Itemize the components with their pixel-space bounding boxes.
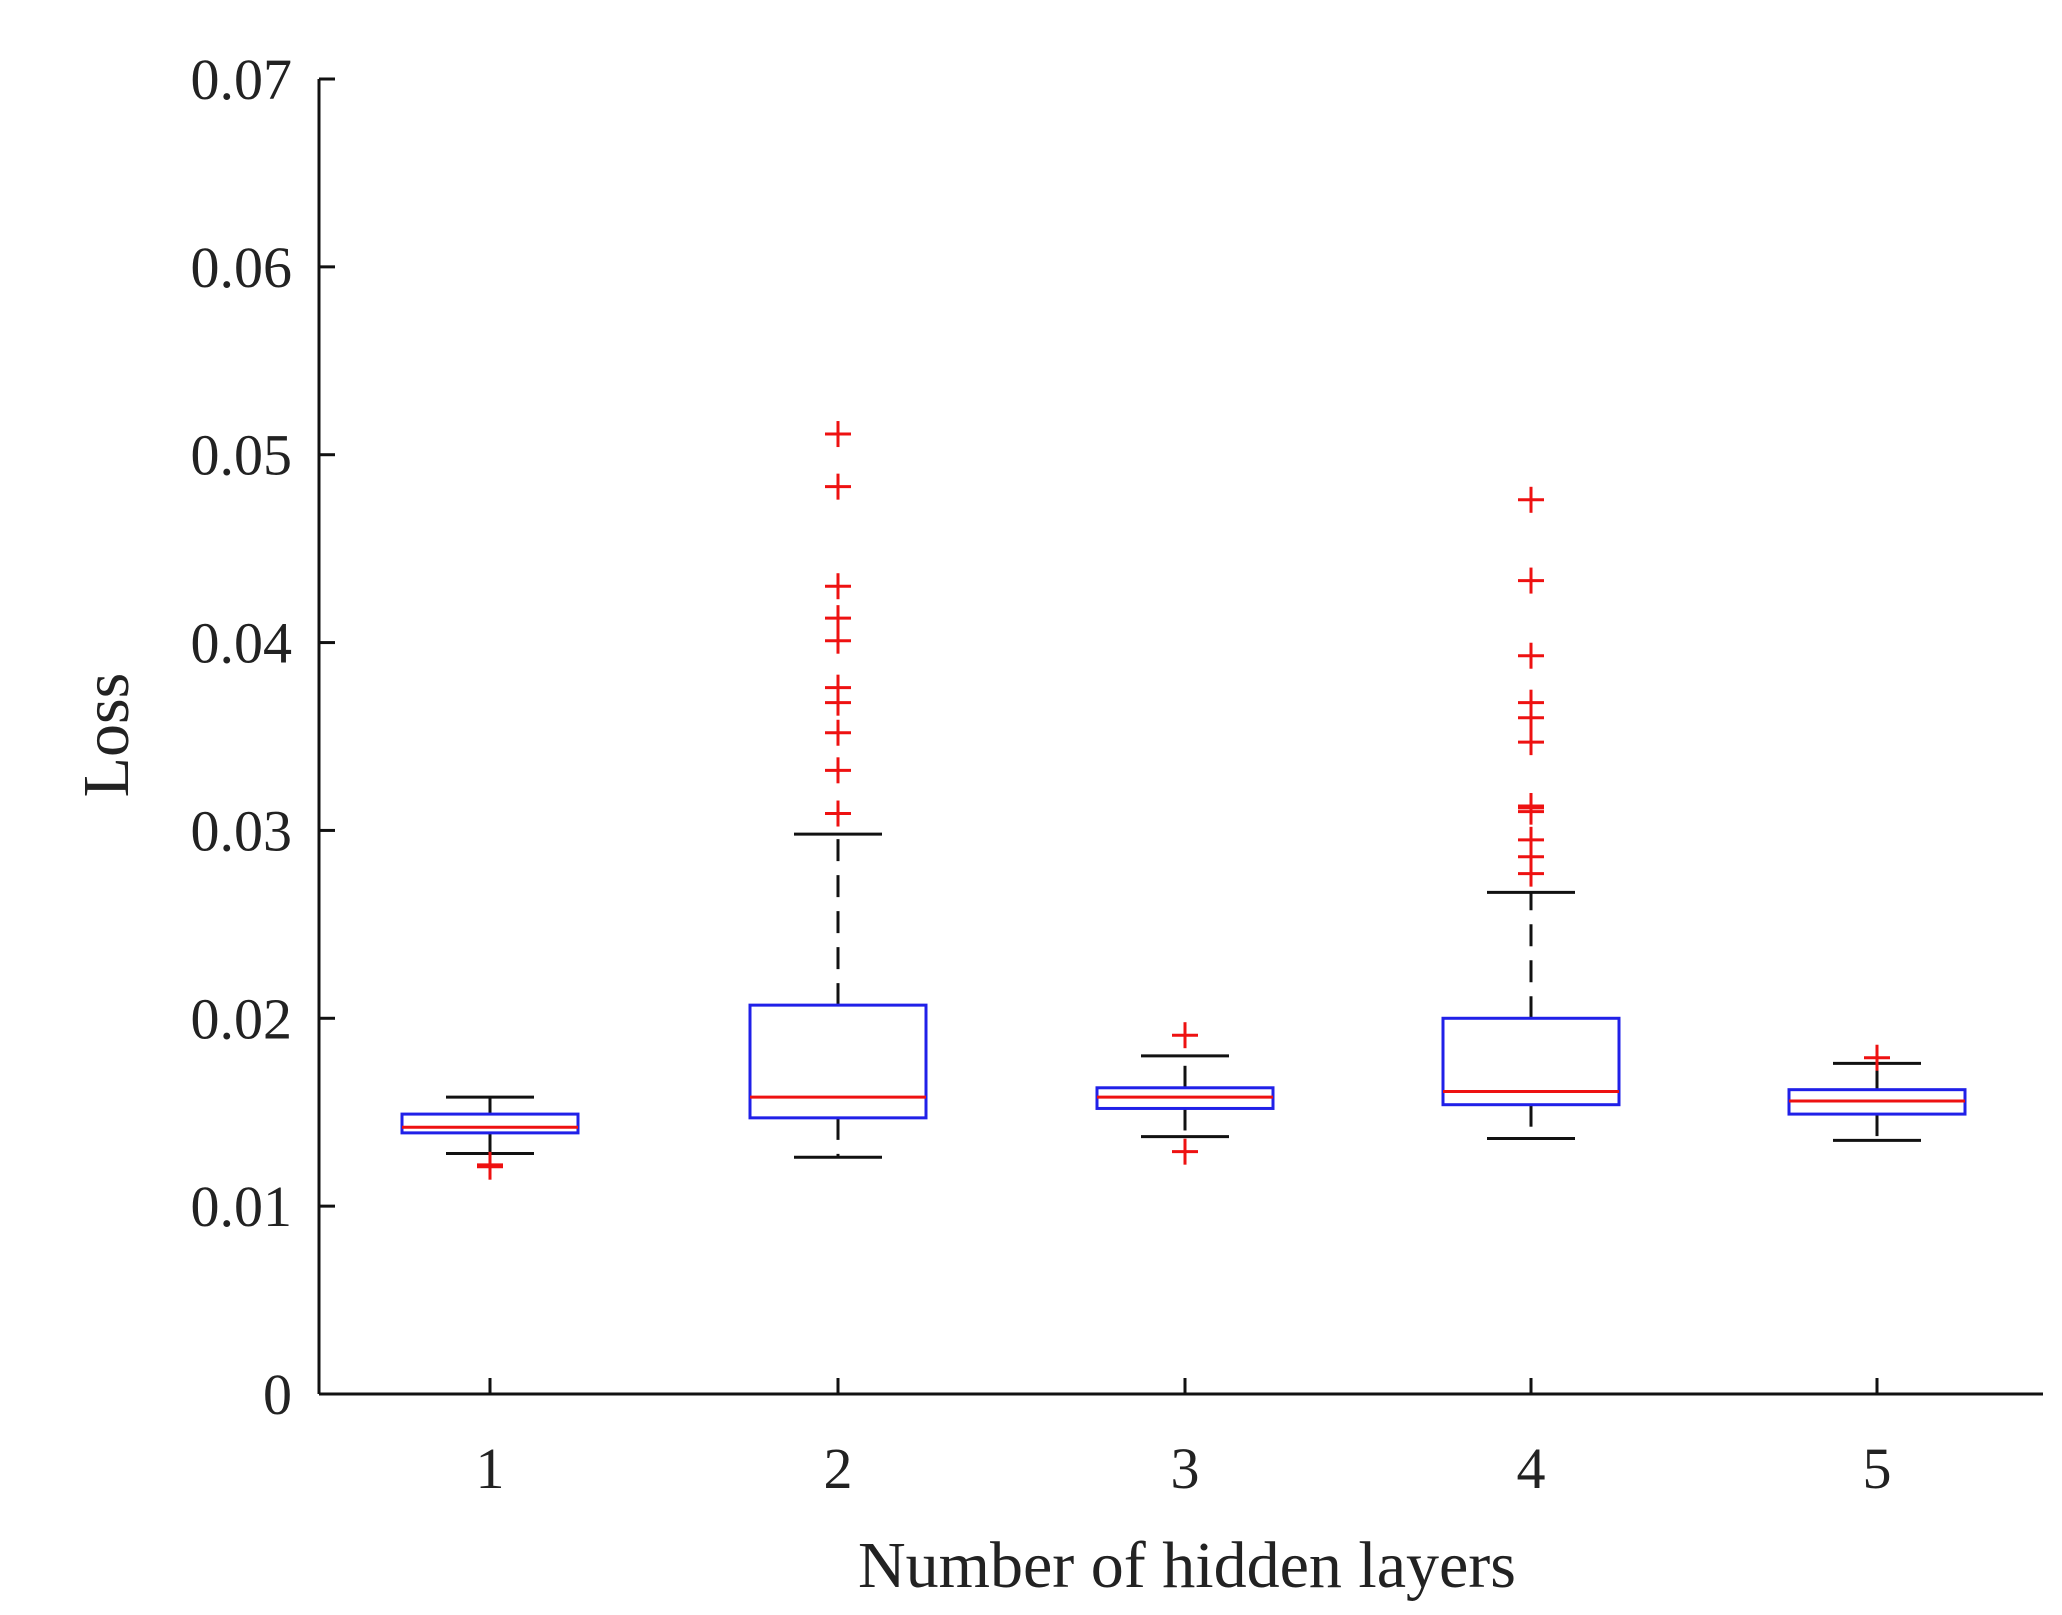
outlier-3-0: [1172, 1138, 1198, 1165]
outlier-2-0: [825, 800, 851, 827]
outlier-4-5: [1518, 793, 1544, 820]
y-axis-label: Loss: [70, 673, 143, 798]
box-2: [748, 1003, 928, 1120]
outlier-4-8: [1518, 689, 1544, 716]
outlier-2-4: [825, 674, 851, 701]
box-1: [400, 1112, 580, 1135]
outlier-4-6: [1518, 729, 1544, 756]
x-tick-label-1: 2: [824, 1436, 853, 1501]
y-tick-label-6: 0.06: [191, 235, 293, 300]
box-group-1: [400, 1095, 580, 1180]
outlier-3-1: [1172, 1022, 1198, 1049]
y-tick-label-3: 0.03: [191, 798, 293, 863]
outlier-2-8: [825, 473, 851, 500]
outlier-4-10: [1518, 567, 1544, 594]
boxes: [400, 421, 1967, 1180]
outlier-4-2: [1518, 826, 1544, 853]
x-tick-label-2: 3: [1171, 1436, 1200, 1501]
box-group-3: [1095, 1022, 1275, 1165]
x-tick-label-3: 4: [1517, 1436, 1546, 1501]
outlier-4-11: [1518, 486, 1544, 513]
y-tick-label-7: 0.07: [191, 47, 293, 112]
y-tick-label-0: 0: [263, 1362, 292, 1427]
outlier-4-9: [1518, 642, 1544, 669]
y-tick-label-4: 0.04: [191, 611, 293, 676]
y-tick-label-5: 0.05: [191, 423, 293, 488]
outlier-2-1: [825, 757, 851, 784]
y-tick-label-1: 0.01: [191, 1174, 293, 1239]
box-4: [1441, 1016, 1621, 1107]
box-group-2: [748, 421, 928, 1159]
x-tick-label-4: 5: [1863, 1436, 1892, 1501]
outlier-1-1: [477, 1153, 503, 1180]
axes: 0 0.01 0.02 0.03 0.04 0.05 0.06 0.07 1 2 3 4 5: [191, 47, 2043, 1501]
outlier-2-5: [825, 627, 851, 654]
box-group-4: [1441, 486, 1621, 1141]
box-group-5: [1787, 1044, 1967, 1142]
outlier-2-2: [825, 719, 851, 746]
x-axis-label: Number of hidden layers: [858, 1529, 1516, 1602]
outlier-5-0: [1864, 1044, 1890, 1071]
y-tick-label-2: 0.02: [191, 986, 293, 1051]
outlier-2-7: [825, 573, 851, 600]
outlier-2-6: [825, 605, 851, 632]
x-tick-label-0: 1: [476, 1436, 505, 1501]
outlier-2-9: [825, 421, 851, 448]
